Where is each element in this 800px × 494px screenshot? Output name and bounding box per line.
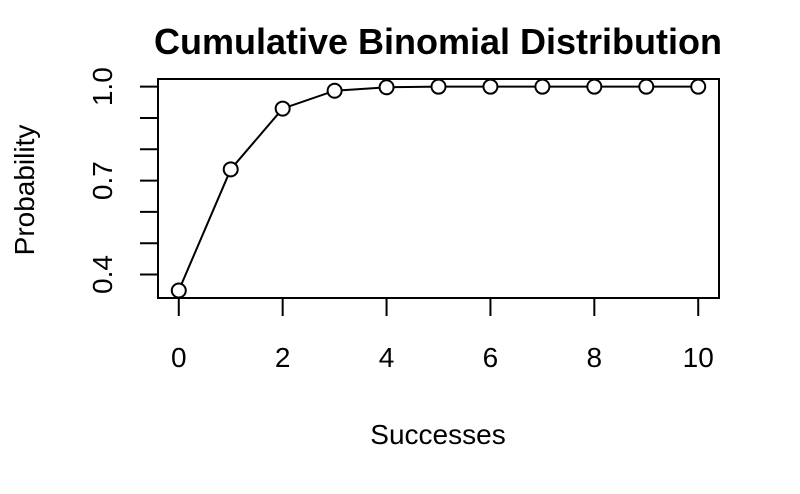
x-axis: 0 2 4 6 8 10 [171,297,714,373]
data-point-8 [586,78,603,95]
data-point-5 [430,78,447,95]
data-point-6 [482,78,499,95]
x-tick-label-2: 4 [379,342,395,373]
data-point-3 [326,82,343,99]
x-tick-label-4: 8 [587,342,603,373]
series-line [177,85,699,291]
x-tick-label-5: 10 [683,342,714,373]
chart-title: Cumulative Binomial Distribution [154,21,722,62]
data-point-4 [378,79,395,96]
y-tick-label-2: 1.0 [87,67,118,106]
data-points [170,78,707,299]
x-tick-label-3: 6 [483,342,499,373]
data-point-1 [222,161,239,178]
x-tick-label-0: 0 [171,342,187,373]
data-point-0 [170,282,187,299]
data-point-7 [534,78,551,95]
y-axis-label: Probability [9,125,40,256]
y-tick-label-0: 0.4 [87,255,118,294]
y-axis: 0.4 0.7 1.0 [87,67,159,294]
y-tick-label-1: 0.7 [87,161,118,200]
x-axis-label: Successes [370,419,505,450]
data-point-10 [690,78,707,95]
data-point-2 [274,100,291,117]
plot-frame [157,78,720,299]
data-point-9 [638,78,655,95]
x-tick-label-1: 2 [275,342,291,373]
